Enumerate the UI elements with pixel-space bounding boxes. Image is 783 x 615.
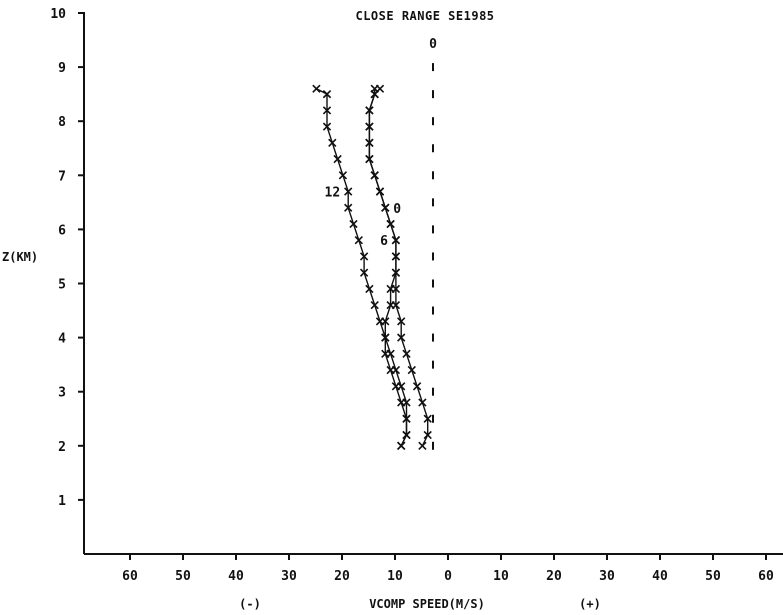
series-6-point: [391, 268, 401, 277]
series-12-point: [344, 187, 353, 196]
x-tick-label-60: 60: [758, 569, 774, 584]
series-12-point: [328, 138, 337, 148]
series-6-point: [370, 171, 379, 180]
x-tick-label--20: 20: [334, 569, 350, 584]
series-0-point: [397, 333, 406, 342]
series-6-point: [381, 203, 390, 212]
y-tick-label-4: 4: [58, 332, 66, 347]
series-6-point: [386, 284, 395, 294]
y-axis-ticks: 1 2 3 4 5 6 7 8 9 10: [50, 7, 84, 509]
y-tick-label-10: 10: [50, 7, 66, 22]
y-tick-label-1: 1: [58, 494, 66, 509]
series-12-point: [402, 430, 411, 440]
series-12-point: [322, 89, 332, 99]
series-12-line: [316, 88, 408, 447]
series-12-point: [322, 106, 332, 115]
series-6-point: [391, 252, 401, 261]
series-12-point: [365, 284, 374, 294]
y-tick-label-7: 7: [58, 169, 66, 184]
x-axis-label: VCOMP SPEED(M/S): [369, 597, 485, 611]
y-tick-label-8: 8: [58, 115, 66, 130]
series-0-label: 0: [393, 202, 401, 217]
series-12-point: [359, 252, 369, 261]
series-12-point: [402, 398, 411, 407]
series-12-point: [354, 236, 363, 245]
series-12-point: [359, 268, 369, 277]
series-12-point: [391, 365, 401, 375]
series-12-label: 12: [325, 186, 341, 201]
x-tick-label--40: 40: [228, 569, 244, 584]
x-tick-label--30: 30: [281, 569, 297, 584]
series-0-point: [397, 317, 406, 326]
series-12-point: [397, 441, 406, 450]
x-tick-label-40: 40: [652, 569, 668, 584]
x-tick-label--60: 60: [122, 569, 138, 584]
series-12-point: [397, 382, 406, 391]
series-0-point: [412, 382, 422, 391]
series-0-point: [407, 365, 416, 375]
x-tick-label-30: 30: [599, 569, 615, 584]
series-12-point: [386, 349, 395, 358]
series-12-point: [375, 317, 385, 326]
series-6-point: [391, 236, 401, 245]
series-12-point: [381, 333, 390, 342]
series-0-point: [418, 441, 427, 450]
x-negative-sign-label: (-): [239, 597, 261, 611]
series-12-point: [312, 84, 321, 93]
y-axis-label: Z(KM): [2, 250, 38, 264]
series-12-point: [370, 300, 379, 310]
series-0-point: [423, 414, 432, 423]
x-tick-label-20: 20: [546, 569, 562, 584]
series-6-point: [386, 300, 395, 310]
series-6-point: [365, 138, 374, 148]
x-tick-label-50: 50: [705, 569, 721, 584]
series-6-point: [375, 187, 385, 196]
x-tick-label-10: 10: [493, 569, 509, 584]
series-6-point: [386, 219, 395, 229]
series-6-point: [365, 106, 374, 115]
series-12-point: [322, 122, 332, 131]
series-6-point: [370, 84, 379, 93]
series-12-point: [333, 154, 342, 164]
series-12-point: [349, 219, 358, 229]
series-0-point: [402, 349, 411, 358]
x-tick-label-0: 0: [444, 569, 452, 584]
y-tick-label-9: 9: [58, 61, 66, 76]
series-6-line: [368, 88, 408, 447]
y-tick-label-2: 2: [58, 440, 66, 455]
y-tick-label-5: 5: [58, 278, 66, 293]
x-tick-label--50: 50: [175, 569, 191, 584]
series-6-point: [365, 122, 374, 131]
reference-line: 0: [429, 37, 437, 450]
x-positive-sign-label: (+): [579, 597, 601, 611]
x-tick-label--10: 10: [387, 569, 403, 584]
series-12-point: [344, 203, 353, 212]
series-12-point: [338, 171, 348, 180]
reference-line-label: 0: [429, 37, 437, 52]
y-tick-label-6: 6: [58, 223, 66, 238]
series-6-label: 6: [380, 234, 388, 249]
chart-title: CLOSE RANGE SE1985: [355, 9, 494, 23]
series-0-point: [418, 398, 427, 407]
series-6-point: [365, 154, 374, 164]
series-12-point: [402, 414, 411, 423]
series-group: 0 6 12: [312, 84, 432, 450]
x-axis-ticks: 60 50 40 30 20 10 0 10 20 30 40 50 60: [122, 554, 774, 584]
series-0-point: [423, 430, 432, 440]
series-12: 12: [312, 84, 411, 450]
y-tick-label-3: 3: [58, 386, 66, 401]
